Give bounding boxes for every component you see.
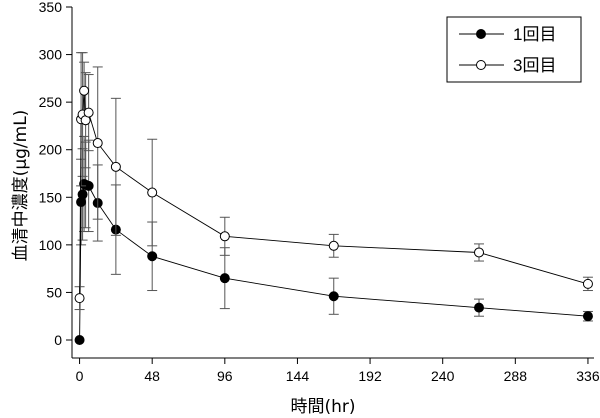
y-tick-label: 150 <box>39 189 63 205</box>
y-tick-label: 0 <box>54 332 62 348</box>
legend-label: 1回目 <box>513 25 556 44</box>
y-tick-label: 300 <box>39 47 63 63</box>
y-tick-label: 50 <box>46 284 62 300</box>
data-point <box>474 247 485 258</box>
data-point <box>474 302 485 313</box>
series-group <box>74 52 593 345</box>
x-axis-title: 時間(hr) <box>290 397 355 417</box>
axes-group: 0 50 100 150 200 250 300 350 0 48 96 144 192 240 288 33… <box>39 0 600 384</box>
y-tick-label: 100 <box>39 237 63 253</box>
data-point <box>79 85 90 96</box>
data-point <box>147 251 158 262</box>
data-point <box>582 311 593 322</box>
data-point <box>74 335 85 345</box>
x-tick-label: 48 <box>144 368 160 384</box>
data-point <box>328 291 339 302</box>
data-point <box>147 187 158 198</box>
legend: 1回目 3回目 <box>446 16 582 83</box>
x-tick-label: 144 <box>286 368 310 384</box>
data-point <box>83 107 94 118</box>
x-tick-label: 192 <box>358 368 382 384</box>
x-tick-label: 336 <box>576 368 600 384</box>
legend-label: 3回目 <box>513 56 556 75</box>
data-point <box>92 138 103 149</box>
x-tick-label: 96 <box>217 368 233 384</box>
legend-swatch-marker <box>476 29 486 39</box>
data-point <box>110 161 121 172</box>
y-tick-label: 250 <box>39 94 63 110</box>
y-tick-label: 200 <box>39 142 63 158</box>
data-point <box>582 278 593 289</box>
x-tick-label: 240 <box>431 368 455 384</box>
data-point <box>219 231 230 242</box>
data-point <box>328 240 339 251</box>
legend-box <box>446 16 582 83</box>
x-tick-label: 0 <box>76 368 84 384</box>
x-tick-label: 288 <box>504 368 528 384</box>
data-point <box>74 293 85 304</box>
data-point <box>219 273 230 284</box>
y-tick-label: 350 <box>39 0 63 15</box>
series-2 <box>74 52 593 311</box>
data-point <box>77 189 88 200</box>
legend-swatch-marker <box>476 60 486 70</box>
y-axis-title: 血清中濃度(μg/mL) <box>11 110 31 262</box>
